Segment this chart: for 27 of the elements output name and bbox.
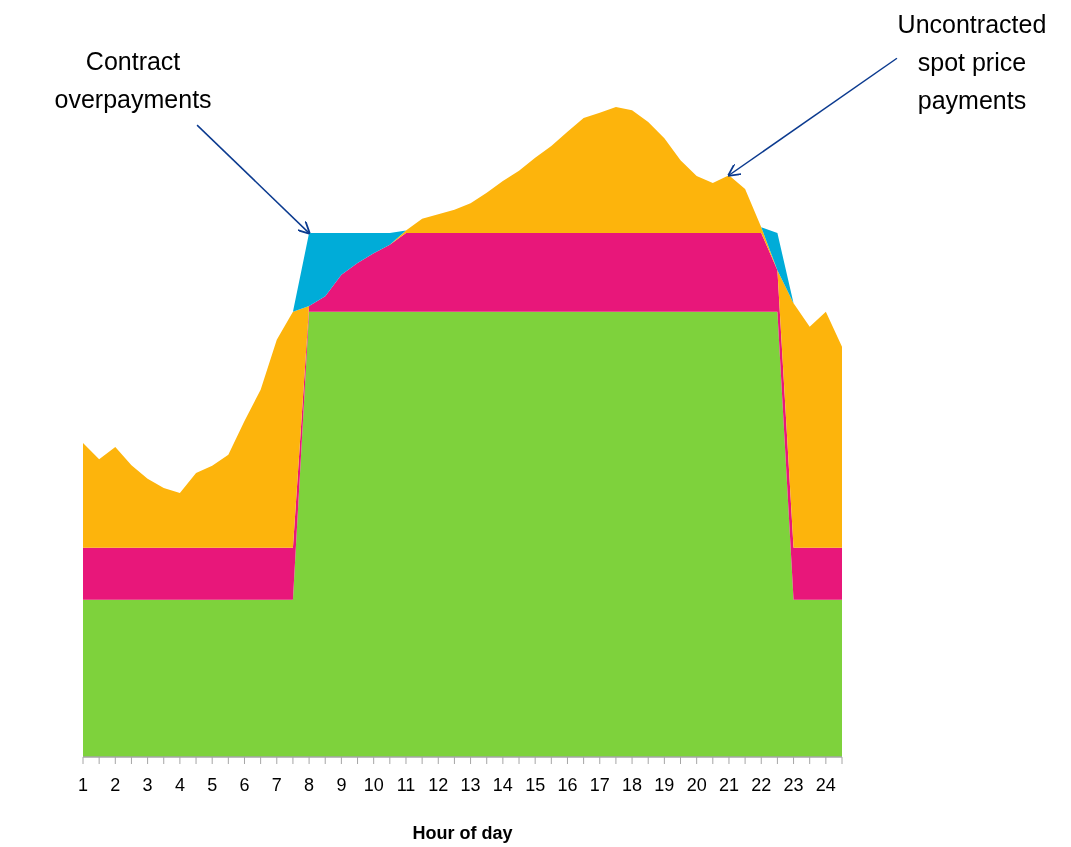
x-tick-label: 15 — [525, 775, 546, 795]
x-tick-label: 3 — [142, 775, 153, 795]
x-tick-label: 13 — [460, 775, 481, 795]
x-tick-label: 6 — [239, 775, 250, 795]
x-tick-label: 20 — [686, 775, 707, 795]
x-tick-label: 21 — [718, 775, 739, 795]
annotation: Uncontracted spot price payments — [897, 10, 1047, 115]
annotation: Contract overpayments — [54, 47, 212, 114]
x-tick-label: 24 — [815, 775, 836, 795]
x-tick-label: 12 — [428, 775, 449, 795]
x-tick-label: 22 — [751, 775, 772, 795]
x-tick-label: 16 — [557, 775, 578, 795]
x-axis-title: Hour of day — [412, 823, 513, 843]
x-tick-label: 18 — [622, 775, 643, 795]
x-tick-label: 17 — [589, 775, 610, 795]
x-tick-label: 7 — [271, 775, 282, 795]
x-tick-label: 2 — [110, 775, 121, 795]
x-tick-label: 14 — [492, 775, 513, 795]
x-tick-label: 10 — [363, 775, 384, 795]
x-tick-label: 1 — [77, 775, 89, 795]
x-tick-label: 9 — [336, 775, 347, 795]
x-tick-label: 5 — [207, 775, 218, 795]
x-tick-label: 11 — [396, 775, 416, 795]
x-tick-label: 8 — [304, 775, 315, 795]
x-tick-label: 23 — [783, 775, 804, 795]
x-tick-label: 19 — [654, 775, 675, 795]
x-tick-label: 4 — [174, 775, 185, 795]
